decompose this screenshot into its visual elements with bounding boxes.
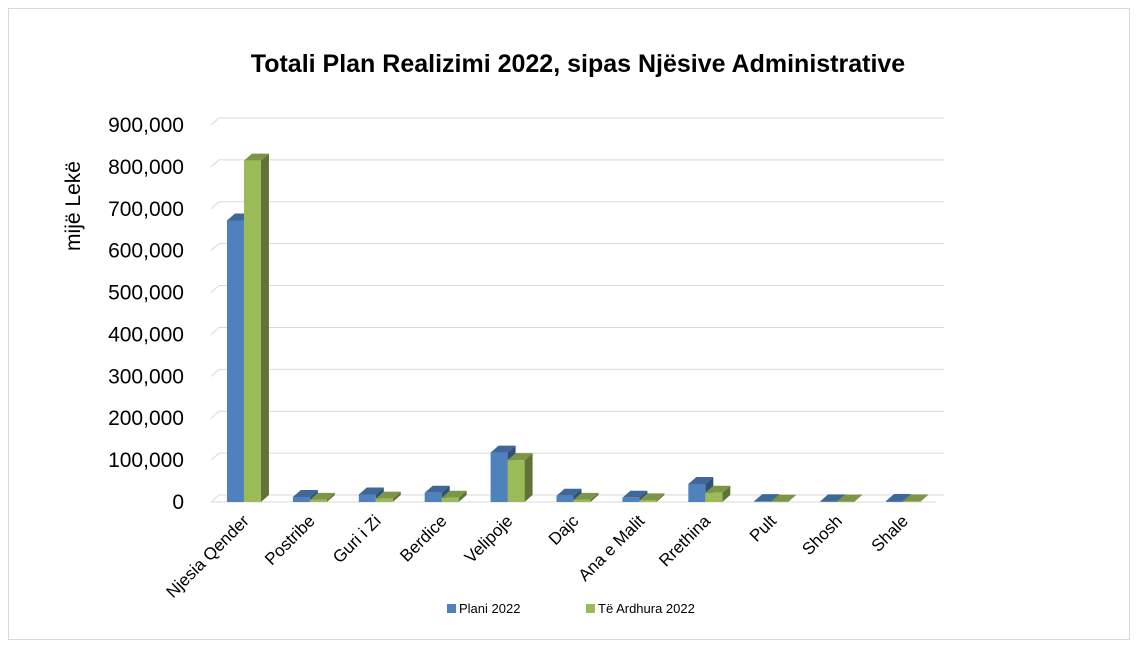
x-tick-label: Guri i Zi [329, 511, 385, 567]
gridline-left [210, 117, 220, 126]
y-axis-ticks: 0 100,000 200,000 300,000 400,000 500,000 600,… [108, 114, 184, 514]
y-tick-label: 200,000 [108, 407, 184, 430]
bar-ardhura-2 [375, 491, 401, 502]
bar-ardhura-1 [309, 492, 335, 502]
y-tick-label: 600,000 [108, 240, 184, 263]
legend-label: Plani 2022 [459, 601, 520, 616]
gridline-left [210, 410, 220, 419]
x-tick-label: Shale [868, 511, 912, 555]
x-tick-label: Njesia Qender [163, 511, 254, 602]
gridline-left [210, 243, 220, 252]
y-tick-label: 300,000 [108, 365, 184, 388]
y-tick-label: 800,000 [108, 156, 184, 179]
gridline-left [210, 327, 220, 335]
gridline-left [210, 368, 220, 377]
y-tick-label: 700,000 [108, 198, 184, 221]
x-tick-label: Pult [746, 511, 780, 545]
legend-swatch [586, 604, 595, 613]
x-tick-label: Rrethina [655, 511, 714, 570]
gridline-left [210, 452, 220, 461]
bars [226, 153, 929, 503]
bar-ardhura-9 [837, 494, 863, 502]
y-tick-label: 400,000 [108, 323, 184, 346]
x-tick-label: Berdice [396, 511, 450, 565]
x-tick-label: Ana e Malit [575, 511, 649, 585]
legend: Plani 2022 Të Ardhura 2022 [447, 601, 695, 616]
y-tick-label: 900,000 [108, 114, 184, 137]
gridline-left [210, 494, 220, 503]
bar-ardhura-4 [507, 453, 533, 502]
x-tick-label: Postribe [261, 511, 319, 569]
x-axis-ticks: Njesia Qender Postribe Guri i Zi Berdice Vel… [163, 511, 912, 602]
y-tick-label: 0 [172, 491, 184, 514]
bar-ardhura-7 [705, 485, 731, 502]
legend-item-0: Plani 2022 [447, 601, 520, 616]
x-tick-label: Velipoje [461, 511, 517, 567]
chart-title: Totali Plan Realizimi 2022, sipas Njësiv… [251, 50, 906, 78]
chart-frame: Totali Plan Realizimi 2022, sipas Njësiv… [8, 8, 1130, 640]
bar-ardhura-6 [639, 493, 665, 502]
x-tick-label: Shosh [798, 511, 846, 559]
gridline-left [210, 285, 220, 293]
legend-item-1: Të Ardhura 2022 [586, 601, 695, 616]
gridlines [210, 117, 944, 503]
y-axis-label: mijë Lekë [62, 161, 85, 251]
y-tick-label: 500,000 [108, 282, 184, 305]
bar-chart: Totali Plan Realizimi 2022, sipas Njësiv… [62, 50, 944, 616]
legend-swatch [447, 604, 456, 613]
bar-ardhura-5 [573, 492, 599, 502]
x-tick-label: Dajc [545, 511, 583, 549]
bar-ardhura-8 [771, 494, 797, 503]
gridline-left [210, 159, 220, 168]
bar-ardhura-10 [903, 494, 929, 502]
gridline-left [210, 201, 220, 210]
legend-label: Të Ardhura 2022 [598, 601, 695, 616]
bar-ardhura-3 [441, 490, 467, 502]
y-tick-label: 100,000 [108, 449, 184, 472]
bar-ardhura-0 [243, 153, 269, 502]
